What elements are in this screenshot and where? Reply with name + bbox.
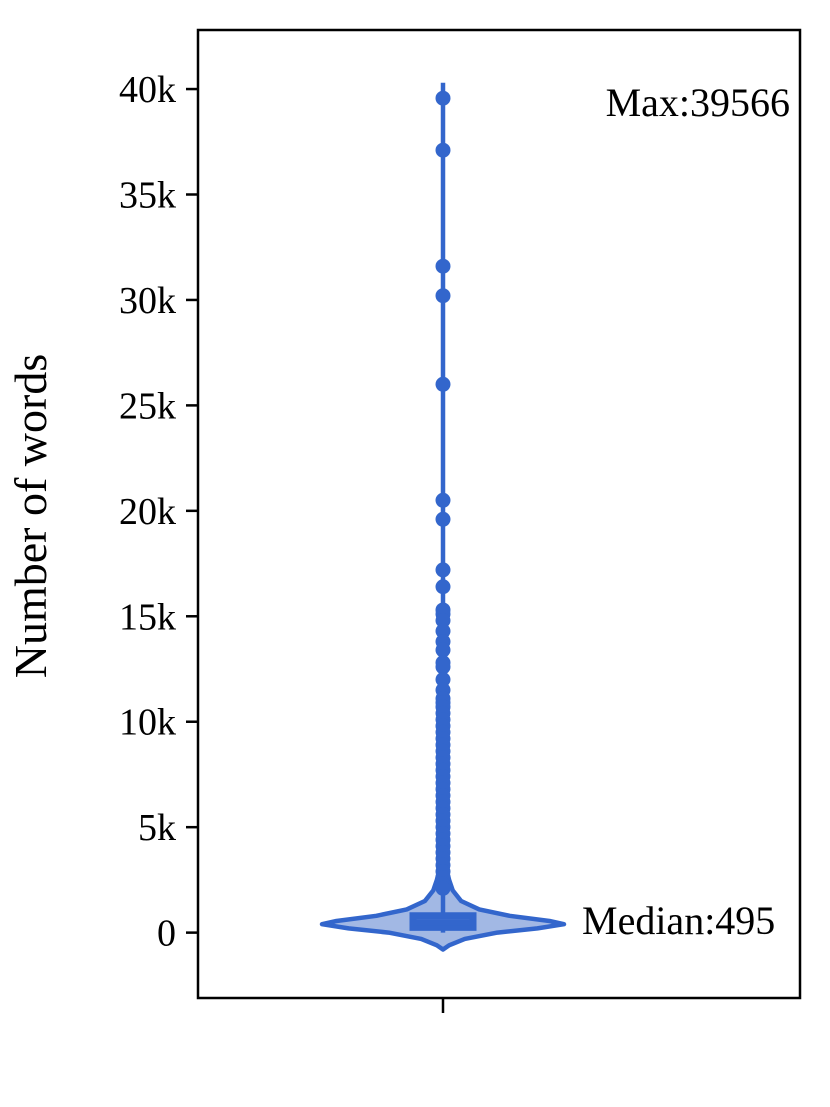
y-tick-label: 25k <box>119 385 176 427</box>
y-tick-label: 35k <box>119 174 176 216</box>
y-tick-label: 0 <box>157 913 176 955</box>
y-axis-title: Number of words <box>5 354 56 679</box>
outlier-point <box>435 623 451 639</box>
y-axis: 0 5k 10k 15k 20k 25k 30k 35k 40k <box>119 69 198 955</box>
outlier-point <box>435 642 451 658</box>
y-tick-label: 15k <box>119 596 176 638</box>
outlier-point <box>435 659 451 675</box>
outlier-point <box>435 672 451 688</box>
outlier-point <box>435 90 451 106</box>
outlier-point <box>435 492 451 508</box>
violin-series <box>319 82 567 952</box>
median-annotation: Median:495 <box>582 898 775 943</box>
y-tick-label: 20k <box>119 491 176 533</box>
outlier-point <box>435 258 451 274</box>
outlier-point <box>435 562 451 578</box>
outlier-point <box>435 880 451 896</box>
outlier-point <box>435 613 451 629</box>
outlier-point <box>435 579 451 595</box>
outlier-point <box>435 288 451 304</box>
outlier-point <box>435 376 451 392</box>
y-tick-label: 10k <box>119 702 176 744</box>
outlier-point <box>435 142 451 158</box>
annotations: Max:39566 Median:495 <box>582 80 790 943</box>
plot-frame <box>196 28 802 1000</box>
y-tick-label: 40k <box>119 69 176 111</box>
outlier-point <box>435 511 451 527</box>
y-tick-label: 30k <box>119 280 176 322</box>
max-annotation: Max:39566 <box>606 80 790 125</box>
y-tick-label: 5k <box>138 807 176 849</box>
